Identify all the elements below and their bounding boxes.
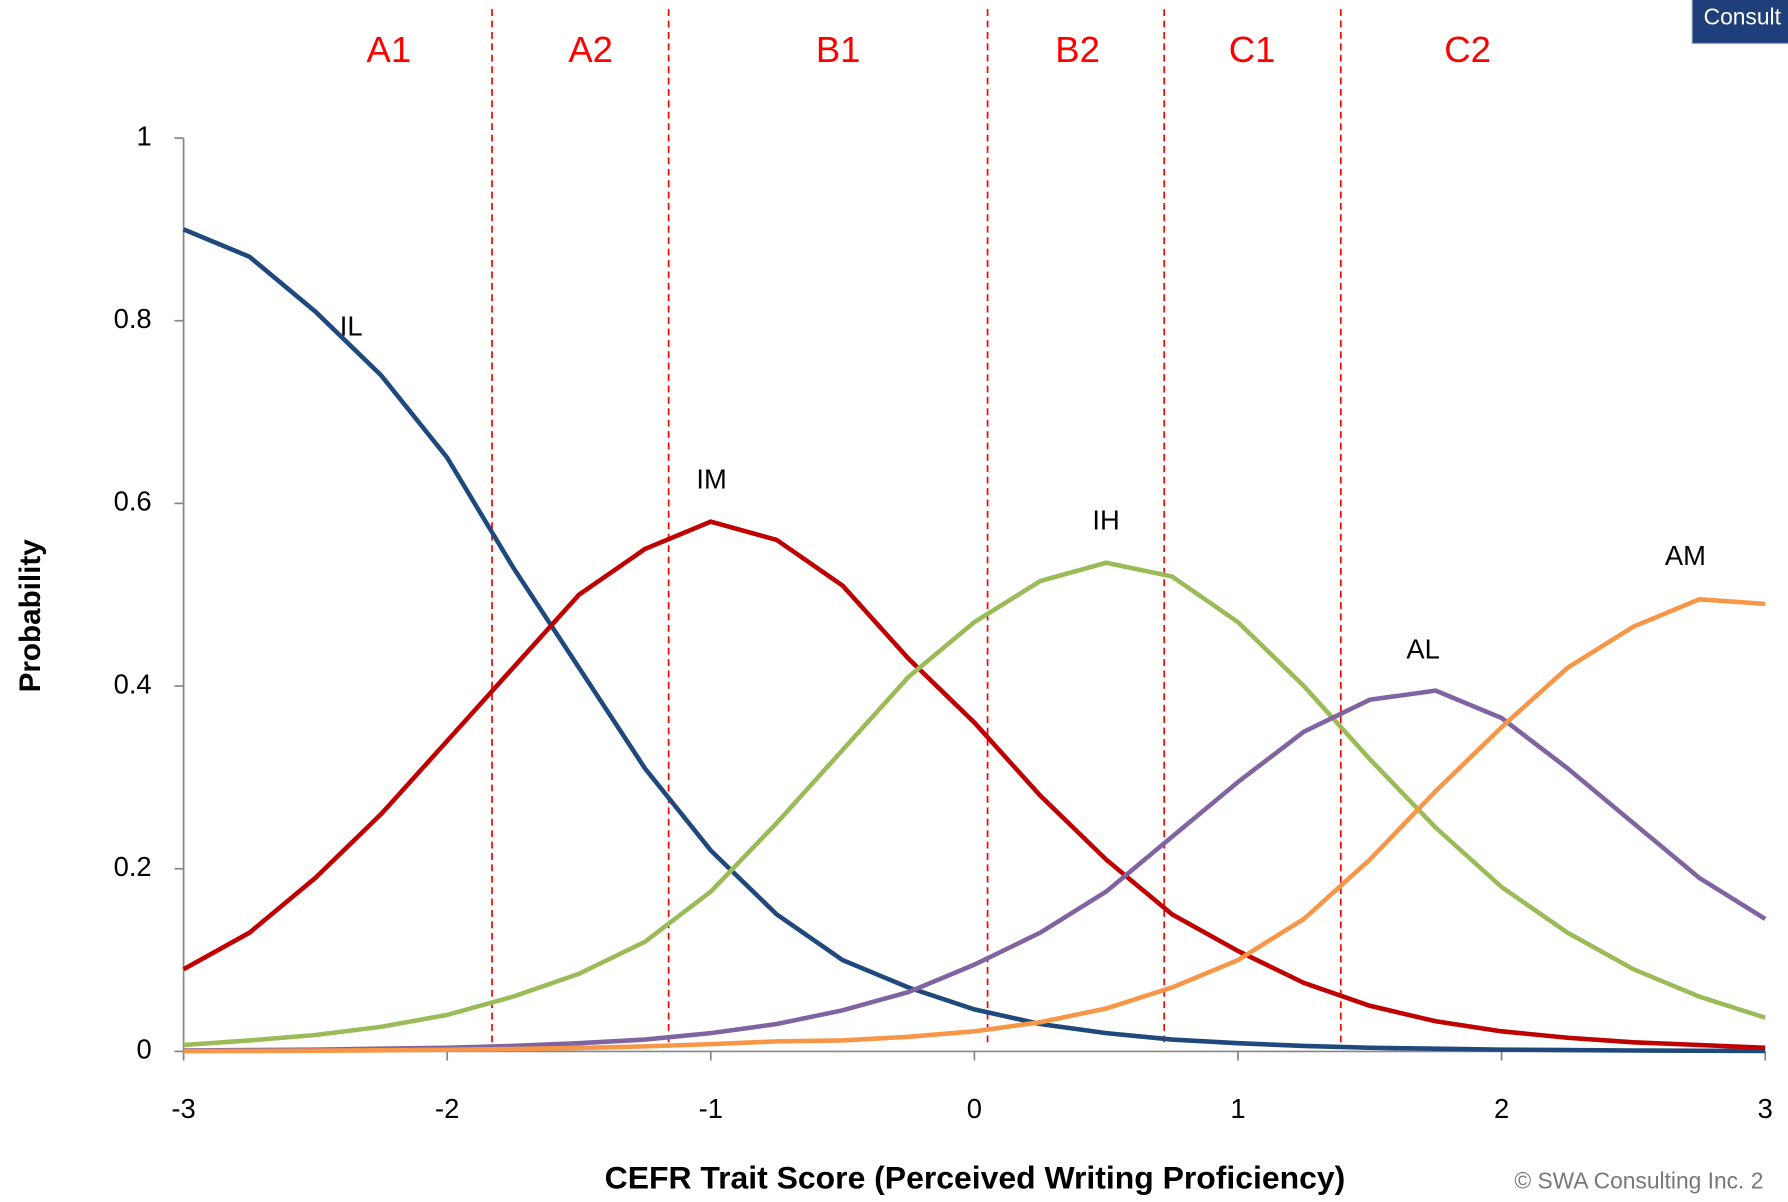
x-tick-label: -1 [699, 1093, 723, 1124]
band-label: B2 [1055, 29, 1100, 70]
badge-box [1691, 0, 1788, 44]
line-series [183, 688, 1767, 1053]
y-tick-label: 0.4 [114, 668, 152, 699]
badge: Consult [1704, 3, 1782, 29]
series-label: AM [1665, 540, 1706, 571]
x-tick-label: 3 [1758, 1093, 1773, 1124]
x-tick-label: 2 [1494, 1093, 1509, 1124]
series-label: AL [1406, 633, 1439, 664]
x-axis-title: CEFR Trait Score (Perceived Writing Prof… [605, 1160, 1346, 1196]
band-label: C2 [1444, 29, 1491, 70]
x-tick-label: -2 [435, 1093, 459, 1124]
line-series [182, 227, 1766, 1054]
x-tick-label: -3 [171, 1093, 195, 1124]
y-tick-label: 1 [136, 120, 151, 151]
footer: © SWA Consulting Inc. 2 [1514, 1168, 1763, 1194]
x-tick-label: 0 [967, 1093, 982, 1124]
line-series [183, 560, 1766, 1048]
line-series [182, 519, 1766, 1051]
series-label: IM [696, 464, 726, 495]
band-label: A2 [568, 29, 613, 70]
series-label: IL [340, 311, 363, 342]
band-label: A1 [367, 29, 412, 70]
y-tick-label: 0.2 [114, 851, 152, 882]
band-label: B1 [816, 29, 861, 70]
band-label: C1 [1229, 29, 1276, 70]
y-axis-title: Probability [14, 539, 47, 693]
y-tick-label: 0.6 [114, 486, 152, 517]
y-tick-label: 0 [136, 1034, 151, 1065]
series-label: IH [1092, 505, 1119, 536]
line-series [183, 596, 1766, 1054]
y-tick-label: 0.8 [114, 303, 152, 334]
x-tick-label: 1 [1230, 1093, 1245, 1124]
